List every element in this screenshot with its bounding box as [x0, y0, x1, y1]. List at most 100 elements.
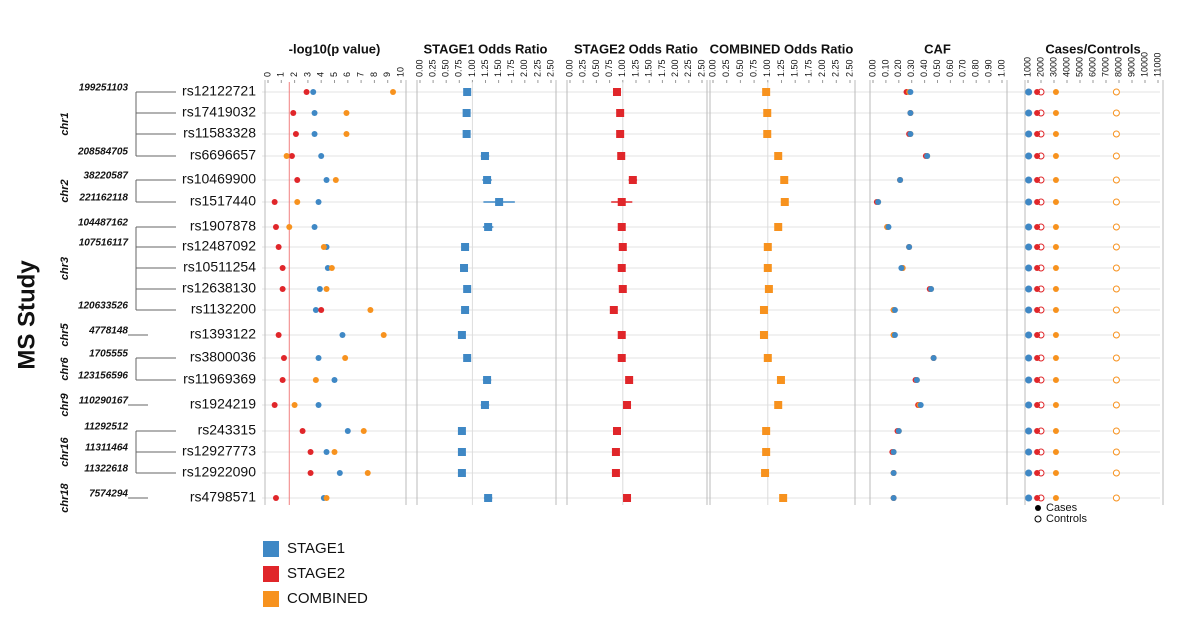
- x-tick-label: 0.00: [867, 59, 877, 77]
- dot: [279, 377, 286, 383]
- snp-label: rs3800036: [190, 349, 256, 365]
- x-tick-label: 2.00: [670, 59, 680, 77]
- x-tick-label: 3: [302, 72, 312, 77]
- cases-dot: [1034, 244, 1041, 250]
- dot: [275, 244, 282, 250]
- x-tick-label: 0.00: [414, 59, 424, 77]
- dot: [318, 153, 325, 159]
- x-tick-label: 10: [395, 67, 405, 77]
- odds-ratio: [762, 448, 771, 456]
- odds-ratio: [616, 109, 625, 117]
- x-tick-label: 0.75: [454, 59, 464, 77]
- snp-label: rs1924219: [190, 396, 256, 412]
- dot: [307, 470, 314, 476]
- dot: [331, 377, 338, 383]
- odds-ratio: [457, 469, 466, 477]
- legend-cases: Cases: [1046, 502, 1078, 514]
- x-tick-label: 0.50: [591, 59, 601, 77]
- odds-ratio: [780, 176, 789, 184]
- cases-dot: [1025, 402, 1032, 408]
- position-label: 7574294: [89, 489, 128, 500]
- cases-dot: [1052, 153, 1059, 159]
- snp-label: rs12927773: [182, 443, 256, 459]
- snp-label: rs12922090: [182, 464, 256, 480]
- x-tick-label: 5: [329, 72, 339, 77]
- legend-label: STAGE1: [287, 540, 345, 557]
- x-tick-label: 1: [276, 72, 286, 77]
- cases-dot: [1034, 449, 1041, 455]
- cases-dot: [1034, 307, 1041, 313]
- position-label: 123156596: [78, 371, 128, 382]
- dot: [890, 495, 897, 501]
- x-tick-label: 0.00: [564, 59, 574, 77]
- cases-dot: [1034, 286, 1041, 292]
- x-tick-label: 5000: [1074, 57, 1084, 77]
- dot: [294, 199, 301, 205]
- cases-dot: [1052, 244, 1059, 250]
- cases-dot: [1034, 265, 1041, 271]
- dot: [316, 286, 323, 292]
- cases-dot: [1052, 470, 1059, 476]
- dot: [891, 332, 898, 338]
- cases-dot: [1025, 470, 1032, 476]
- x-tick-label: 8000: [1113, 57, 1123, 77]
- snp-label: rs12638130: [182, 280, 256, 296]
- dot: [294, 177, 301, 183]
- odds-ratio: [761, 469, 770, 477]
- dot: [307, 449, 314, 455]
- dot: [323, 177, 330, 183]
- odds-ratio: [762, 427, 771, 435]
- dot: [898, 265, 905, 271]
- dot: [360, 428, 367, 434]
- cases-dot: [1025, 377, 1032, 383]
- odds-ratio: [763, 243, 772, 251]
- cases-dot: [1052, 332, 1059, 338]
- cases-dot: [1025, 495, 1032, 501]
- odds-ratio: [617, 264, 626, 272]
- dot: [907, 131, 914, 137]
- study-title: MS Study: [13, 260, 40, 370]
- odds-ratio: [764, 285, 773, 293]
- cases-dot: [1025, 428, 1032, 434]
- dot: [311, 131, 318, 137]
- cases-dot: [1025, 449, 1032, 455]
- dot: [907, 89, 914, 95]
- cases-dot: [1034, 177, 1041, 183]
- odds-ratio: [484, 494, 493, 502]
- x-tick-label: 2.25: [831, 59, 841, 77]
- position-label: 4778148: [88, 326, 128, 337]
- panel-title: STAGE1 Odds Ratio: [424, 41, 548, 56]
- cases-dot: [1025, 153, 1032, 159]
- cases-dot: [1025, 265, 1032, 271]
- controls-dot: [1112, 243, 1120, 251]
- dot: [312, 377, 319, 383]
- cases-dot: [1052, 89, 1059, 95]
- snp-label: rs10511254: [183, 259, 256, 275]
- odds-ratio: [759, 306, 768, 314]
- x-tick-label: 1000: [1022, 57, 1032, 77]
- cases-dot: [1052, 286, 1059, 292]
- cases-dot: [1052, 131, 1059, 137]
- cases-dot: [1052, 110, 1059, 116]
- x-tick-label: 0.80: [971, 59, 981, 77]
- dot: [344, 428, 351, 434]
- cases-dot: [1034, 199, 1041, 205]
- odds-ratio: [779, 494, 788, 502]
- odds-ratio: [623, 494, 632, 502]
- dot: [342, 355, 349, 361]
- x-tick-label: 0.30: [906, 59, 916, 77]
- position-label: 199251103: [79, 83, 129, 94]
- odds-ratio: [763, 130, 772, 138]
- cases-dot: [1025, 89, 1032, 95]
- x-tick-label: 2000: [1035, 57, 1045, 77]
- x-tick-label: 1.50: [493, 59, 503, 77]
- x-tick-label: 7: [355, 72, 365, 77]
- dot: [299, 428, 306, 434]
- controls-dot: [1112, 331, 1120, 339]
- controls-dot: [1112, 176, 1120, 184]
- odds-ratio: [623, 401, 632, 409]
- odds-ratio: [617, 331, 626, 339]
- legend-label: COMBINED: [287, 590, 368, 607]
- odds-ratio: [774, 401, 783, 409]
